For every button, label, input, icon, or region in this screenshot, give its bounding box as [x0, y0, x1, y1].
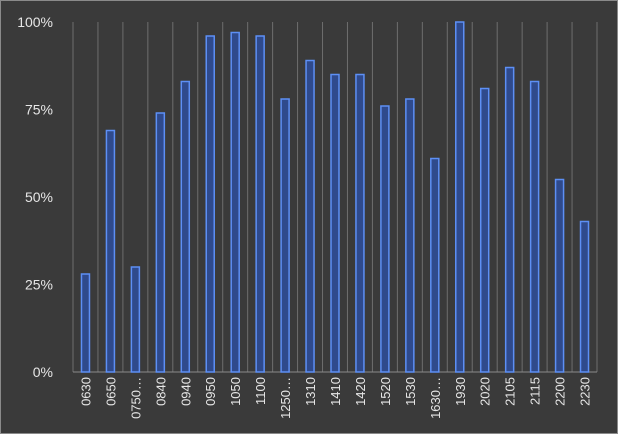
bar-0940	[180, 80, 191, 373]
x-tick-label: 1530	[403, 377, 418, 406]
x-tick-label: 0630	[78, 377, 93, 406]
bar-0950	[205, 35, 215, 373]
bar-1250	[280, 98, 290, 373]
bar-0750	[130, 266, 141, 373]
x-tick-label: 1050	[228, 377, 243, 406]
bar-2020	[479, 87, 490, 373]
bar-2105	[504, 66, 515, 373]
x-tick-label: 1310	[303, 377, 318, 406]
bar-2115	[529, 80, 540, 373]
y-tick-label: 25%	[25, 277, 53, 293]
x-tick-label: 0940	[178, 377, 193, 406]
bar-1420	[355, 73, 365, 373]
x-tick-label: 1100	[253, 377, 268, 405]
x-tick-label: 2020	[478, 377, 493, 406]
x-tick-label: 0840	[153, 377, 168, 406]
bar-1310	[305, 59, 315, 373]
bar-1630	[430, 157, 440, 373]
x-tick-label: 0950	[203, 377, 218, 406]
bar-0840	[155, 112, 166, 373]
bar-2200	[554, 178, 565, 373]
x-tick-label: 1250…	[278, 377, 293, 419]
bar-0630	[80, 273, 91, 373]
x-tick-label: 0650	[103, 377, 118, 406]
bar-1050	[230, 31, 240, 373]
x-tick-label: 1930	[453, 377, 468, 406]
x-tick-label: 2200	[553, 377, 568, 406]
bar-1930	[455, 21, 465, 373]
bar-1410	[330, 73, 340, 373]
x-tick-label: 2230	[578, 377, 593, 406]
y-tick-label: 50%	[25, 189, 53, 205]
bar-0650	[105, 129, 116, 373]
x-tick-label: 1630…	[428, 377, 443, 419]
y-axis-ticks: 0% 25% 50% 75% 100%	[17, 14, 53, 380]
bar-2230	[579, 220, 590, 373]
bar-1530	[405, 98, 415, 373]
bar-1520	[380, 105, 390, 373]
y-tick-label: 75%	[25, 102, 53, 118]
y-tick-label: 0%	[33, 364, 53, 380]
bar-1100	[255, 35, 265, 373]
x-axis-ticks: 0630 0650 0750… 0840 0940 0950 1050 1100 1250… 13…	[78, 377, 592, 419]
y-tick-label: 100%	[17, 14, 53, 30]
x-tick-label: 2105	[503, 377, 518, 406]
x-tick-label: 1420	[353, 377, 368, 406]
x-tick-label: 1410	[328, 377, 343, 406]
x-tick-label: 1520	[378, 377, 393, 406]
x-tick-label: 2115	[528, 377, 543, 405]
x-tick-label: 0750…	[128, 377, 143, 419]
bars	[80, 21, 590, 373]
